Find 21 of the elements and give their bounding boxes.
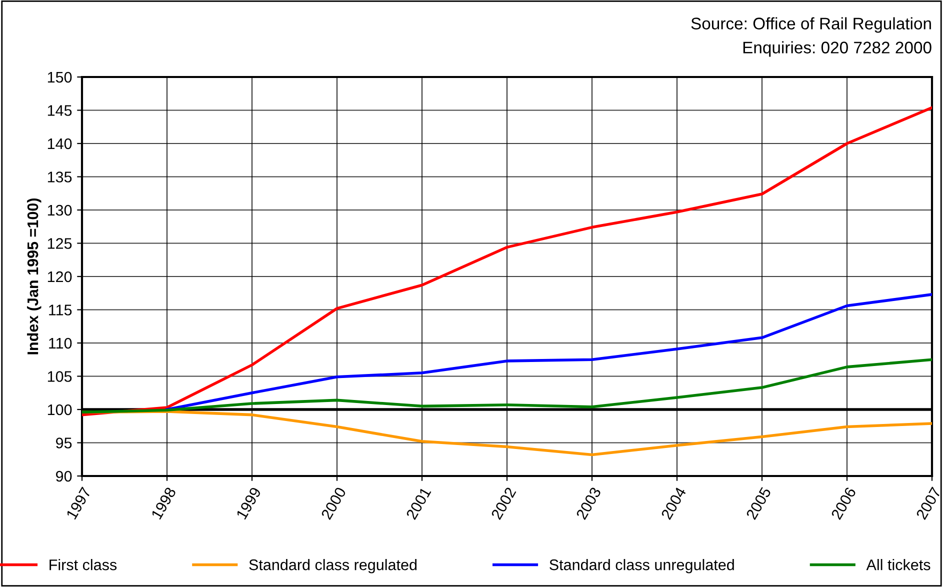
line-series bbox=[166, 293, 932, 411]
y-tick-label: 120 bbox=[48, 271, 72, 282]
y-tick-label: 125 bbox=[48, 238, 72, 249]
source-note: Source: Office of Rail Regulation bbox=[691, 17, 931, 33]
y-tick-label: 135 bbox=[48, 172, 72, 182]
y-tick-label: 95 bbox=[56, 438, 72, 448]
y-tick-label: 115 bbox=[49, 304, 72, 316]
y-axis-title: Index (Jan 1995 =100) bbox=[26, 198, 42, 354]
y-tick-label: 110 bbox=[49, 338, 72, 349]
y-tick-label: 130 bbox=[48, 204, 72, 216]
legend-label: Standard class unregulated bbox=[550, 559, 734, 574]
y-tick-label: 100 bbox=[48, 404, 72, 416]
y-tick-label: 105 bbox=[48, 371, 72, 382]
y-tick-label: 150 bbox=[48, 72, 72, 83]
y-tick-label: 90 bbox=[56, 470, 72, 482]
legend-label: First class bbox=[50, 559, 117, 570]
legend-label: Standard class regulated bbox=[249, 559, 417, 574]
y-tick-label: 140 bbox=[48, 138, 72, 150]
legend-label: All tickets bbox=[866, 559, 930, 570]
text: Enquiries: 020 7282 2000 bbox=[743, 41, 932, 57]
y-tick-label: 145 bbox=[48, 105, 72, 116]
